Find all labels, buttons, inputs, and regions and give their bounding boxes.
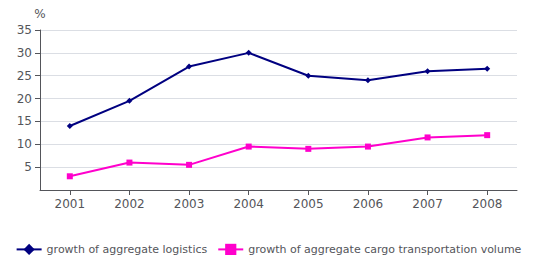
svg-text:15: 15 [17,114,32,128]
svg-text:2008: 2008 [472,197,503,211]
svg-text:growth of aggregate cargo tran: growth of aggregate cargo transportation… [248,243,521,256]
svg-text:35: 35 [17,23,32,37]
svg-text:5: 5 [24,160,32,174]
svg-text:2003: 2003 [174,197,205,211]
svg-text:2007: 2007 [412,197,443,211]
svg-text:growth of aggregate logistics: growth of aggregate logistics [47,243,208,256]
svg-text:2005: 2005 [293,197,324,211]
svg-text:25: 25 [17,69,32,83]
svg-text:20: 20 [17,92,32,106]
svg-text:10: 10 [17,137,32,151]
svg-text:2006: 2006 [353,197,384,211]
svg-text:2004: 2004 [233,197,264,211]
svg-text:30: 30 [17,46,32,60]
svg-text:%: % [34,7,45,21]
svg-text:2002: 2002 [114,197,145,211]
svg-text:2001: 2001 [55,197,86,211]
